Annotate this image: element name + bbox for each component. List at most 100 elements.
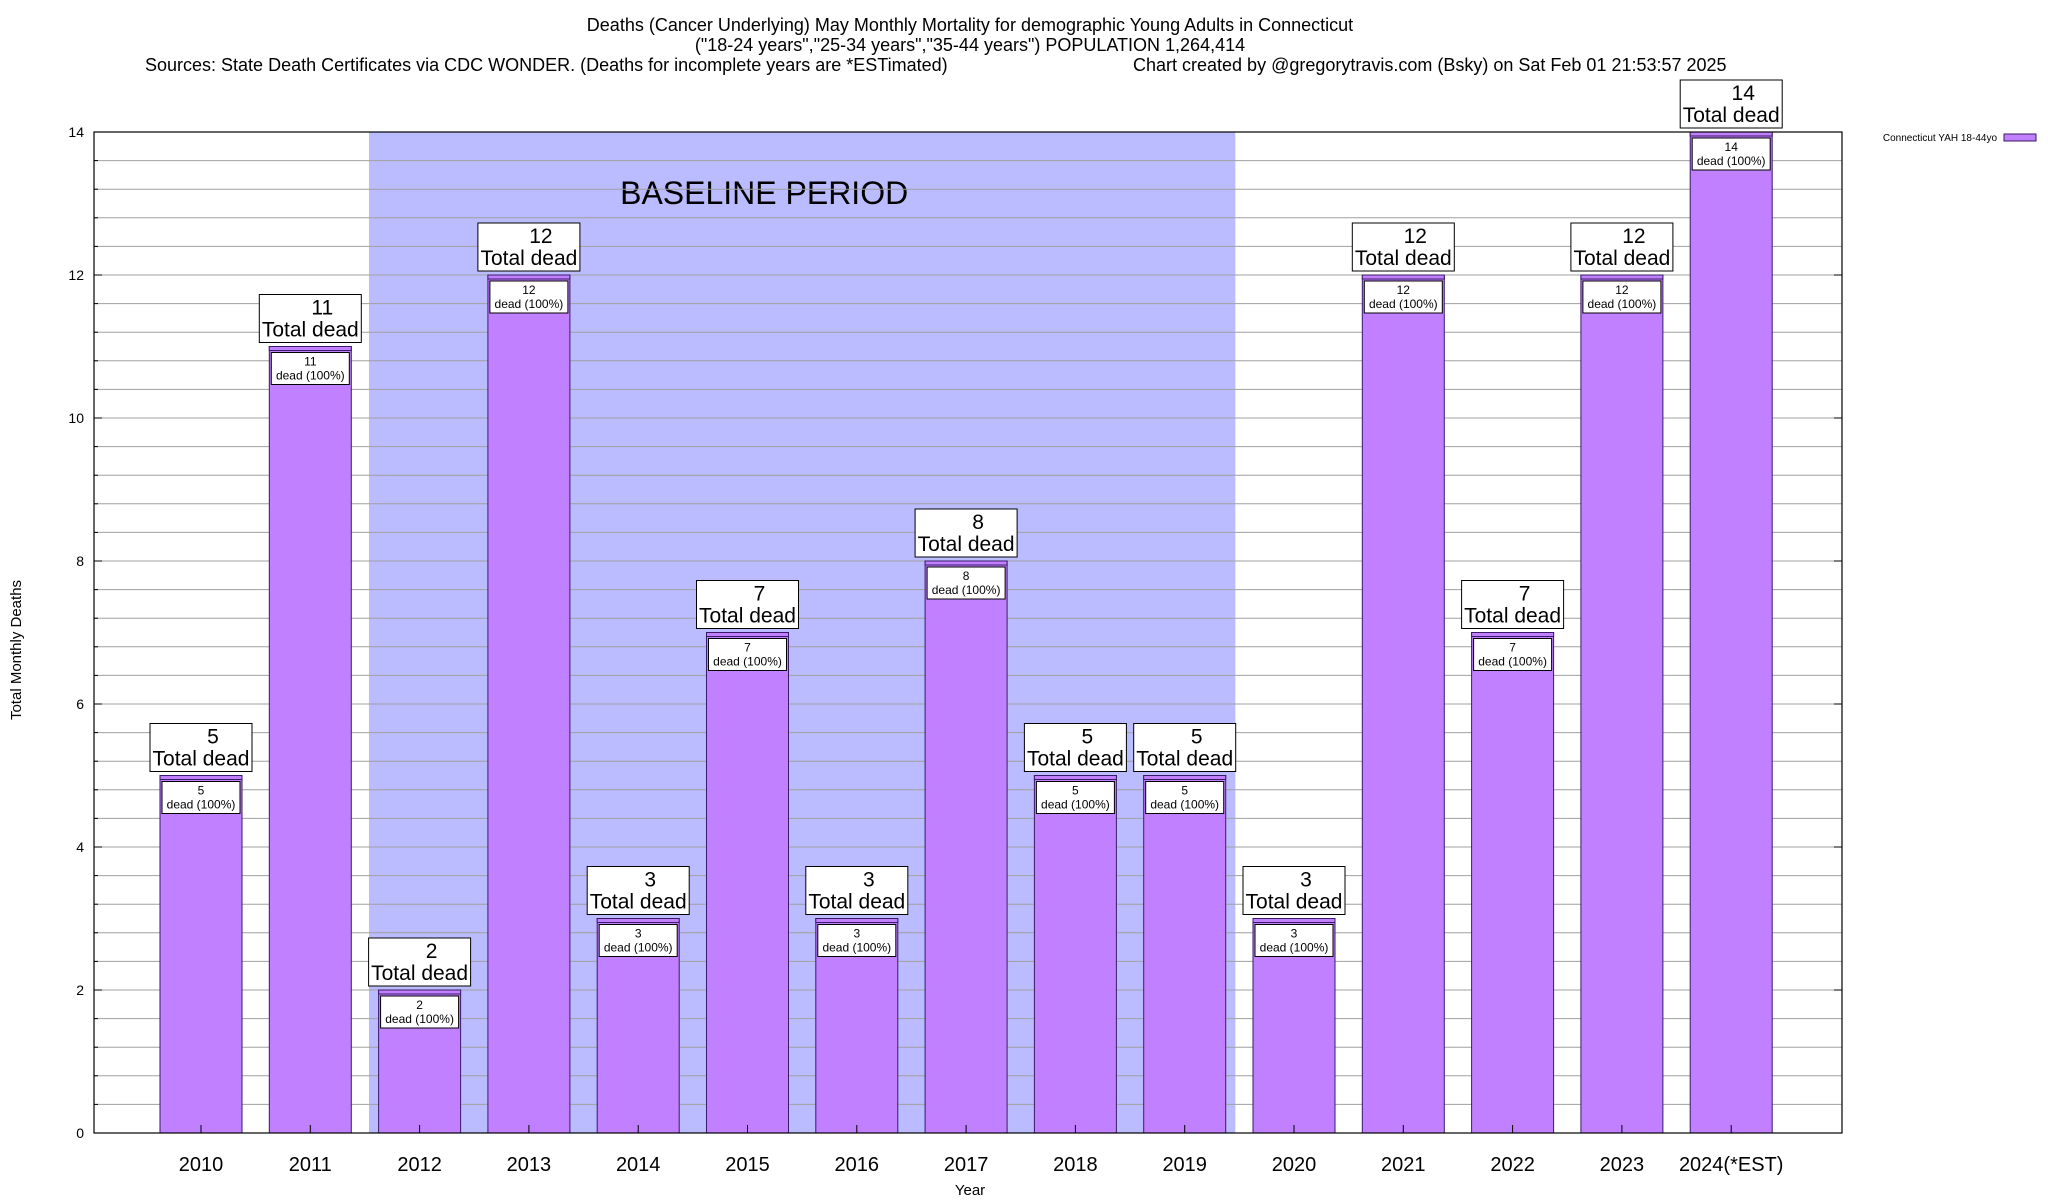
chart-source-note: Sources: State Death Certificates via CD… — [145, 55, 948, 75]
bar-total-word: Total dead — [590, 891, 687, 914]
bar-inner-percent: dead (100%) — [276, 369, 345, 383]
baseline-period-label: BASELINE PERIOD — [620, 175, 908, 211]
bar-total-value: 5 — [1191, 726, 1203, 749]
bar-total-word: Total dead — [1683, 104, 1780, 127]
bar-inner-percent: dead (100%) — [1150, 798, 1219, 812]
bar-total-value: 7 — [1519, 583, 1531, 606]
bar-inner-value: 12 — [1615, 283, 1629, 297]
bar-inner-value: 7 — [1509, 641, 1516, 655]
bar-total-word: Total dead — [1136, 748, 1233, 771]
bar-top-stripe — [706, 632, 789, 637]
x-tick-label: 2021 — [1381, 1154, 1426, 1176]
bar-total-value: 11 — [311, 297, 333, 320]
bar-top-stripe — [924, 560, 1008, 566]
x-axis-label: Year — [955, 1182, 985, 1199]
bar-inner-percent: dead (100%) — [1369, 297, 1438, 311]
bar — [706, 632, 789, 1134]
bar-total-value: 3 — [1300, 869, 1312, 892]
bar — [1033, 775, 1117, 1134]
bar-inner-percent: dead (100%) — [713, 655, 782, 669]
bar-total-word: Total dead — [1246, 891, 1343, 914]
bar-inner-percent: dead (100%) — [495, 297, 564, 311]
x-tick-label: 2012 — [397, 1154, 442, 1176]
bar-top-stripe — [1471, 632, 1555, 637]
bar-inner-value: 5 — [1181, 784, 1188, 798]
y-axis-label: Total Monthly Deaths — [8, 580, 25, 720]
x-tick-label: 2019 — [1162, 1154, 1207, 1176]
bar-inner-value: 3 — [635, 927, 642, 941]
x-tick-label: 2023 — [1600, 1154, 1645, 1176]
bar-total-word: Total dead — [1027, 748, 1124, 771]
bar — [268, 346, 352, 1134]
bar-total-word: Total dead — [918, 533, 1015, 556]
x-tick-label: 2014 — [616, 1154, 661, 1176]
bar-total-word: Total dead — [699, 605, 796, 628]
bar-inner-value: 12 — [522, 283, 536, 297]
bar-inner-percent: dead (100%) — [932, 583, 1001, 597]
chart-title-line2: ("18-24 years","25-34 years","35-44 year… — [695, 35, 1245, 55]
bar-total-value: 12 — [1404, 225, 1427, 248]
bar-total-value: 5 — [1082, 726, 1094, 749]
bar-top-stripe — [596, 918, 680, 923]
bar — [1689, 131, 1773, 1134]
bar-inner-percent: dead (100%) — [1588, 297, 1657, 311]
bar-inner-value: 2 — [416, 998, 423, 1012]
y-tick-label: 10 — [68, 410, 84, 426]
bar-inner-value: 11 — [304, 355, 317, 369]
bar-total-word: Total dead — [808, 891, 905, 914]
bar-total-word: Total dead — [1573, 247, 1670, 270]
bar-top-stripe — [487, 274, 571, 280]
bar — [924, 560, 1008, 1134]
y-tick-label: 2 — [76, 982, 84, 998]
bar-inner-value: 14 — [1725, 140, 1739, 154]
y-tick-label: 8 — [76, 553, 84, 569]
bar-top-stripe — [1361, 274, 1445, 280]
y-tick-label: 6 — [76, 696, 84, 712]
bar-total-value: 7 — [754, 583, 766, 606]
bar-total-value: 12 — [529, 225, 552, 248]
bar-total-word: Total dead — [1355, 247, 1452, 270]
x-tick-label: 2015 — [725, 1154, 770, 1176]
bar-inner-value: 7 — [744, 641, 751, 655]
bar-inner-value: 5 — [1072, 784, 1079, 798]
bar-inner-percent: dead (100%) — [1478, 655, 1547, 669]
bar-total-word: Total dead — [371, 962, 468, 985]
bar-inner-percent: dead (100%) — [1697, 154, 1766, 168]
y-tick-label: 14 — [68, 124, 84, 140]
bar-inner-percent: dead (100%) — [604, 941, 673, 955]
bar-total-value: 8 — [972, 511, 984, 534]
y-tick-label: 4 — [76, 839, 84, 855]
bar-inner-value: 3 — [1291, 927, 1298, 941]
x-tick-label: 2011 — [289, 1154, 332, 1176]
bar — [159, 775, 243, 1134]
bar-inner-value: 5 — [198, 784, 205, 798]
bar-inner-value: 12 — [1397, 283, 1411, 297]
bar-top-stripe — [159, 775, 243, 780]
bar-top-stripe — [1252, 918, 1336, 923]
bar-top-stripe — [268, 346, 352, 351]
bar-total-word: Total dead — [262, 319, 359, 342]
x-tick-label: 2016 — [835, 1154, 880, 1176]
bar-top-stripe — [1580, 274, 1664, 280]
